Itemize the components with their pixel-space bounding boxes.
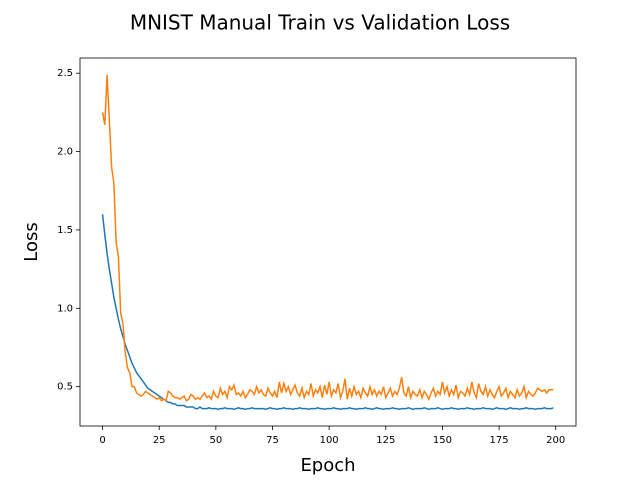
x-tick-label: 0 — [99, 435, 105, 446]
y-tick-label: 2.5 — [57, 68, 73, 79]
x-tick-label: 150 — [433, 435, 452, 446]
x-tick-label: 50 — [209, 435, 222, 446]
x-tick-label: 200 — [546, 435, 565, 446]
y-tick-label: 0.5 — [57, 382, 73, 393]
y-tick-label: 1.0 — [57, 303, 73, 314]
y-tick-label: 2.0 — [57, 147, 73, 158]
x-tick-label: 175 — [490, 435, 509, 446]
x-tick-label: 100 — [320, 435, 339, 446]
series-line — [101, 214, 554, 411]
y-tick-label: 1.5 — [57, 225, 73, 236]
series-line — [101, 74, 554, 403]
x-tick-label: 75 — [266, 435, 279, 446]
chart-title: MNIST Manual Train vs Validation Loss — [130, 11, 510, 35]
plot-frame — [79, 57, 577, 427]
y-axis-label: Loss — [21, 222, 42, 261]
x-tick-label: 125 — [376, 435, 395, 446]
x-axis-label: Epoch — [300, 455, 355, 476]
x-tick-label: 25 — [153, 435, 166, 446]
